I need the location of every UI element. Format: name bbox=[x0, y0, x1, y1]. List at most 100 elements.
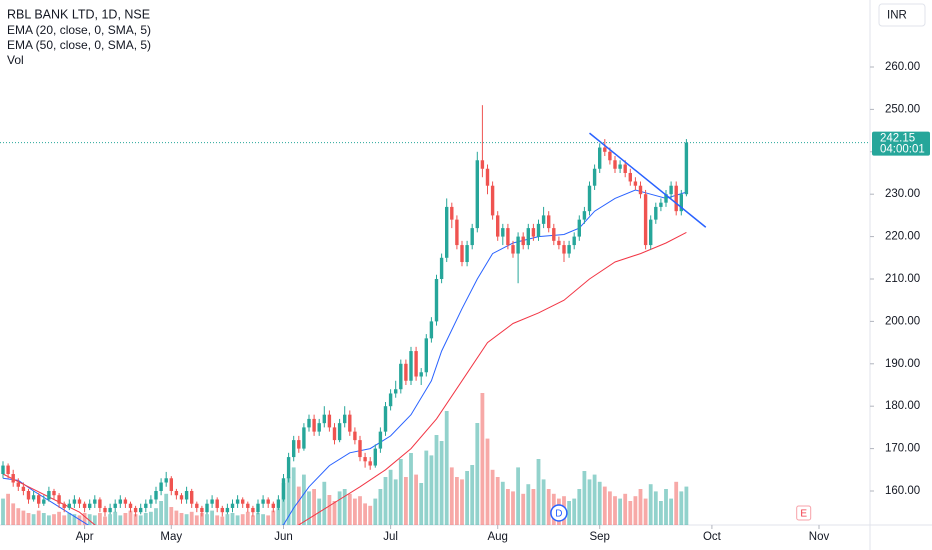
candle-body bbox=[399, 363, 403, 390]
candle-body bbox=[235, 499, 240, 504]
candle-body bbox=[628, 172, 632, 182]
candle-body bbox=[200, 507, 204, 513]
volume-bar bbox=[266, 515, 271, 525]
volume-bar bbox=[72, 514, 77, 525]
candle-body bbox=[195, 503, 199, 508]
volume-bar bbox=[541, 479, 546, 525]
volume-bar bbox=[154, 508, 158, 525]
volume-bar bbox=[194, 515, 199, 525]
volume-bar bbox=[174, 510, 179, 525]
volume-bar bbox=[424, 450, 429, 525]
candle-body bbox=[368, 461, 372, 466]
volume-bar bbox=[128, 510, 133, 525]
volume-bar bbox=[511, 491, 515, 525]
indicator-label: Vol bbox=[7, 53, 24, 67]
candle-body bbox=[394, 389, 398, 394]
candle-body bbox=[475, 160, 479, 229]
y-tick-label: 260.00 bbox=[885, 61, 920, 73]
candle-body bbox=[251, 507, 255, 513]
candle-body bbox=[327, 414, 332, 428]
volume-bar bbox=[449, 467, 454, 525]
candle-body bbox=[266, 499, 270, 504]
volume-bar bbox=[679, 491, 684, 525]
candle-body bbox=[98, 499, 102, 508]
candle-body bbox=[271, 503, 275, 508]
candle-body bbox=[230, 503, 235, 508]
volume-bar bbox=[531, 489, 536, 525]
candle-body bbox=[31, 495, 36, 500]
indicator-label: EMA (20, close, 0, SMA, 5) bbox=[7, 23, 151, 37]
candle-body bbox=[42, 499, 46, 504]
candle-body bbox=[159, 482, 163, 491]
candle-body bbox=[373, 448, 377, 466]
candle-body bbox=[62, 503, 66, 508]
volume-bar bbox=[643, 498, 648, 525]
volume-bar bbox=[347, 493, 352, 525]
candle-body bbox=[511, 245, 515, 254]
volume-bar bbox=[470, 465, 475, 525]
volume-bar bbox=[271, 510, 276, 525]
volume-bar bbox=[169, 507, 174, 525]
candle-body bbox=[128, 503, 133, 508]
candle-body bbox=[485, 168, 490, 186]
indicator-label: EMA (50, close, 0, SMA, 5) bbox=[7, 38, 151, 52]
volume-bar bbox=[230, 513, 235, 525]
x-tick-label: May bbox=[160, 531, 182, 543]
candle-body bbox=[343, 414, 347, 424]
volume-bar bbox=[281, 483, 286, 525]
volume-bar bbox=[388, 469, 393, 525]
candle-body bbox=[388, 393, 393, 407]
volume-bar bbox=[31, 514, 36, 525]
x-tick-label: Aug bbox=[487, 531, 507, 543]
volume-bar bbox=[623, 493, 628, 525]
volume-bar bbox=[108, 514, 112, 525]
x-tick-label: Jun bbox=[274, 531, 293, 543]
volume-bar bbox=[133, 514, 138, 525]
volume-bar bbox=[613, 496, 617, 525]
candle-body bbox=[225, 507, 230, 513]
volume-bar bbox=[485, 438, 490, 525]
candle-body bbox=[353, 431, 357, 441]
candle-body bbox=[414, 351, 418, 377]
candle-body bbox=[664, 194, 668, 203]
candle-body bbox=[445, 206, 449, 258]
candle-body bbox=[516, 236, 520, 254]
volume-bar bbox=[572, 498, 577, 525]
candle-body bbox=[164, 478, 168, 483]
trendline bbox=[589, 132, 707, 228]
candle-body bbox=[592, 168, 597, 186]
volume-bar bbox=[200, 513, 204, 525]
candle-body bbox=[133, 507, 138, 513]
candle-body bbox=[674, 185, 678, 212]
volume-bar bbox=[460, 479, 464, 525]
x-tick-label: Apr bbox=[76, 531, 94, 543]
y-tick-label: 220.00 bbox=[885, 231, 920, 243]
volume-bar bbox=[475, 423, 480, 525]
currency-button[interactable] bbox=[878, 3, 926, 27]
volume-bar bbox=[11, 503, 16, 525]
candle-body bbox=[348, 414, 352, 432]
candle-body bbox=[465, 245, 469, 263]
volume-bar bbox=[159, 501, 163, 525]
volume-bar bbox=[393, 479, 398, 525]
volume-bar bbox=[414, 474, 418, 525]
candle-body bbox=[547, 215, 551, 229]
candle-body bbox=[363, 457, 367, 462]
candle-body bbox=[118, 499, 122, 504]
volume-bar bbox=[434, 435, 439, 525]
candle-body bbox=[37, 495, 41, 504]
candle-body bbox=[246, 503, 250, 508]
candle-body bbox=[297, 440, 301, 449]
candle-body bbox=[72, 499, 77, 504]
plot-area bbox=[1, 105, 707, 525]
candle-body bbox=[429, 321, 434, 339]
candle-body bbox=[618, 164, 622, 169]
candle-body bbox=[470, 228, 474, 246]
volume-bar bbox=[47, 515, 51, 525]
candle-body bbox=[531, 228, 536, 237]
candle-body bbox=[205, 503, 209, 513]
candle-body bbox=[638, 185, 643, 195]
volume-bar bbox=[500, 481, 505, 525]
candle-body bbox=[6, 465, 10, 475]
currency-label[interactable]: INR bbox=[887, 10, 907, 22]
